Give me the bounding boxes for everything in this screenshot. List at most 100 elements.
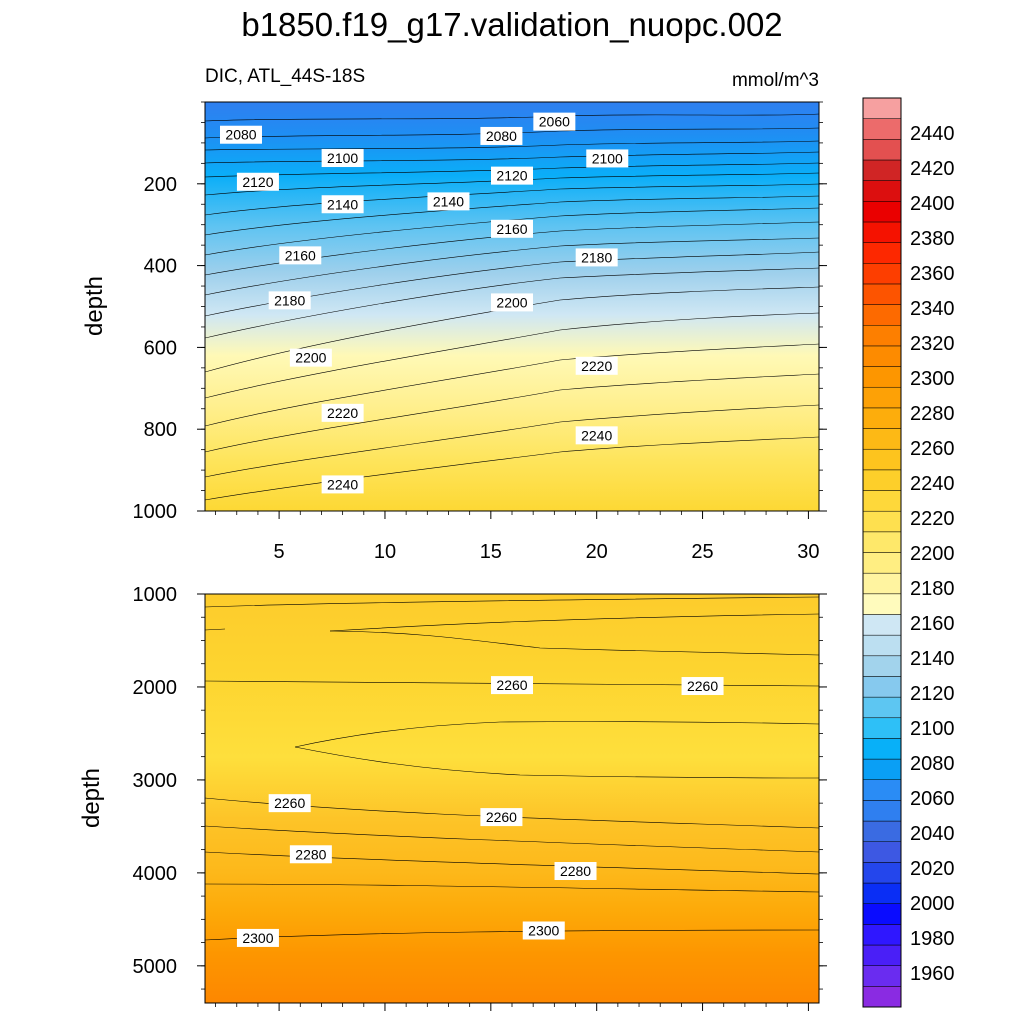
y-tick-label: 4000 bbox=[133, 863, 178, 885]
contour-label-text: 2060 bbox=[539, 114, 570, 130]
colorbar-box bbox=[862, 531, 902, 553]
colorbar-box bbox=[862, 924, 902, 946]
colorbar-box bbox=[862, 614, 902, 636]
contour-label: 2100 bbox=[321, 149, 364, 168]
contour-label-text: 2160 bbox=[496, 221, 527, 237]
colorbar-box bbox=[862, 862, 902, 884]
y-tick-label: 1000 bbox=[133, 584, 178, 606]
colorbar-label: 2260 bbox=[910, 438, 955, 460]
contour-label-text: 2080 bbox=[486, 128, 517, 144]
contour-label-text: 2260 bbox=[486, 809, 517, 825]
colorbar-label: 1960 bbox=[910, 963, 955, 985]
contour-label-text: 2200 bbox=[295, 350, 326, 366]
contour-label: 2180 bbox=[575, 248, 618, 267]
figure-title: b1850.f19_g17.validation_nuopc.002 bbox=[241, 6, 782, 43]
colorbar-label: 2360 bbox=[910, 263, 955, 285]
contour-label: 2220 bbox=[575, 356, 618, 375]
colorbar-label: 2200 bbox=[910, 543, 955, 565]
colorbar: 1960 1980 2000 2020 2040 2060 2080 2100 2120 2140… bbox=[862, 97, 955, 1008]
colorbar-label: 2400 bbox=[910, 193, 955, 215]
colorbar-label: 2120 bbox=[910, 683, 955, 705]
colorbar-box bbox=[862, 345, 902, 367]
colorbar-box bbox=[862, 779, 902, 801]
colorbar-label: 2240 bbox=[910, 473, 955, 495]
x-tick-label: 5 bbox=[274, 541, 285, 563]
contour-label: 2160 bbox=[279, 246, 322, 265]
contour-label-text: 2300 bbox=[242, 930, 273, 946]
colorbar-label: 2000 bbox=[910, 893, 955, 915]
colorbar-box bbox=[862, 221, 902, 243]
y-tick-label: 2000 bbox=[133, 677, 178, 699]
contour-label-text: 2100 bbox=[327, 150, 358, 166]
colorbar-label: 2040 bbox=[910, 823, 955, 845]
lower-panel: 2260 2260 2260 2260 2280 2280 2300 2300 1000 200… bbox=[78, 584, 827, 1011]
colorbar-box bbox=[862, 263, 902, 285]
colorbar-label: 2160 bbox=[910, 613, 955, 635]
colorbar-box bbox=[862, 325, 902, 347]
colorbar-label: 2020 bbox=[910, 858, 955, 880]
colorbar-box bbox=[862, 552, 902, 574]
contour-label-text: 2300 bbox=[528, 922, 559, 938]
contour-label: 2200 bbox=[289, 348, 332, 367]
upper-contour-lines bbox=[205, 113, 819, 501]
contour-label: 2180 bbox=[268, 291, 311, 310]
contour-label-text: 2260 bbox=[687, 678, 718, 694]
colorbar-box bbox=[862, 428, 902, 450]
colorbar-box bbox=[862, 159, 902, 181]
contour-label: 2060 bbox=[533, 112, 576, 131]
contour-label-text: 2220 bbox=[327, 405, 358, 421]
contour-label-text: 2240 bbox=[581, 427, 612, 443]
upper-y-axis-label: depth bbox=[81, 276, 108, 336]
colorbar-box bbox=[862, 593, 902, 615]
colorbar-box bbox=[862, 717, 902, 739]
lower-y-axis-label: depth bbox=[78, 768, 105, 828]
y-tick-label: 400 bbox=[144, 256, 177, 278]
colorbar-label: 2100 bbox=[910, 718, 955, 740]
contour-label-text: 2120 bbox=[496, 168, 527, 184]
contour-label: 2300 bbox=[522, 921, 565, 940]
contour-label: 2220 bbox=[321, 403, 364, 422]
contour-label: 2280 bbox=[289, 845, 332, 864]
colorbar-label: 2180 bbox=[910, 578, 955, 600]
colorbar-box bbox=[862, 676, 902, 698]
x-tick-label: 30 bbox=[797, 541, 819, 563]
colorbar-box bbox=[862, 572, 902, 595]
colorbar-label: 2320 bbox=[910, 333, 955, 355]
contour-label-text: 2160 bbox=[285, 247, 316, 263]
colorbar-label: 2080 bbox=[910, 753, 955, 775]
contour-label-text: 2180 bbox=[581, 249, 612, 265]
contour-label-text: 2280 bbox=[295, 846, 326, 862]
contour-label-text: 2180 bbox=[274, 292, 305, 308]
contour-label: 2260 bbox=[681, 677, 724, 696]
contour-label: 2080 bbox=[480, 126, 523, 145]
y-tick-label: 600 bbox=[144, 337, 177, 359]
colorbar-box bbox=[862, 986, 902, 1008]
colorbar-box bbox=[862, 448, 902, 471]
contour-label-text: 2100 bbox=[592, 150, 623, 166]
contour-label: 2200 bbox=[491, 293, 533, 312]
contour-label-text: 2140 bbox=[327, 196, 358, 212]
contour-label: 2140 bbox=[427, 192, 470, 211]
colorbar-box bbox=[862, 696, 902, 719]
contour-label: 2260 bbox=[480, 808, 523, 827]
contour-label: 2080 bbox=[219, 125, 262, 144]
contour-label-text: 2260 bbox=[496, 677, 527, 693]
colorbar-box bbox=[862, 510, 902, 533]
colorbar-box bbox=[862, 655, 902, 677]
colorbar-box bbox=[862, 304, 902, 326]
colorbar-box bbox=[862, 180, 902, 202]
x-tick-label: 20 bbox=[586, 541, 608, 563]
contour-label: 2160 bbox=[491, 219, 533, 238]
contour-label: 2260 bbox=[491, 676, 533, 695]
contour-label-text: 2260 bbox=[274, 795, 305, 811]
colorbar-box bbox=[862, 118, 902, 140]
colorbar-box bbox=[862, 820, 902, 842]
colorbar-box bbox=[862, 469, 902, 491]
contour-label: 2260 bbox=[268, 794, 311, 813]
contour-label: 2100 bbox=[586, 149, 629, 168]
colorbar-box bbox=[862, 386, 902, 409]
colorbar-box bbox=[862, 407, 902, 429]
x-tick-label: 25 bbox=[691, 541, 713, 563]
colorbar-label: 2340 bbox=[910, 298, 955, 320]
colorbar-label: 1980 bbox=[910, 928, 955, 950]
